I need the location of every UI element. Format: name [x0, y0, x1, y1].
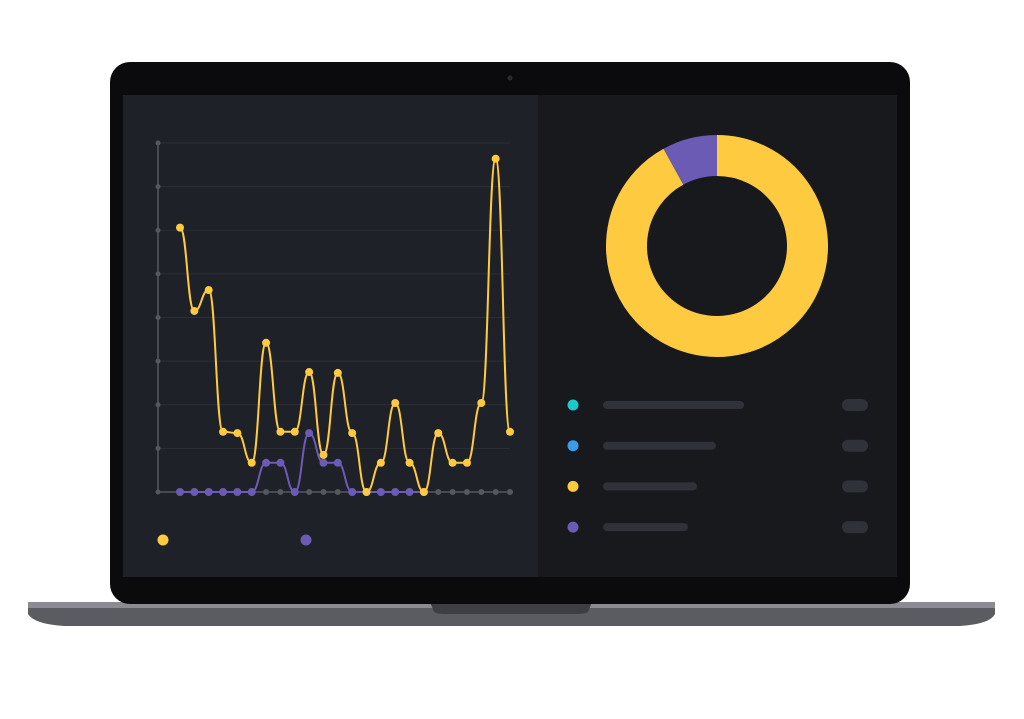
data-point	[233, 429, 242, 438]
donut-slice	[606, 135, 828, 357]
data-point	[434, 429, 443, 438]
x-tick-dot	[449, 489, 456, 495]
legend-dot	[567, 521, 579, 533]
screen-bottom	[123, 577, 897, 587]
data-point	[276, 427, 285, 436]
data-point	[391, 488, 400, 496]
data-point	[333, 458, 342, 467]
camera	[507, 75, 513, 81]
laptop-notch	[430, 602, 592, 614]
legend-value-pill	[842, 439, 868, 452]
data-point	[462, 458, 471, 467]
data-point	[262, 338, 271, 347]
data-point	[362, 488, 371, 496]
data-point	[305, 429, 314, 438]
data-point	[405, 458, 414, 467]
data-point	[290, 427, 299, 436]
x-tick-dot	[463, 489, 470, 495]
data-point	[376, 458, 385, 467]
data-point	[219, 427, 228, 436]
data-point	[247, 458, 256, 467]
left-panel	[123, 95, 538, 577]
data-point	[190, 488, 199, 496]
legend-dot	[567, 399, 579, 411]
data-point	[305, 368, 314, 377]
legend-placeholder	[603, 401, 744, 409]
data-point	[506, 427, 514, 436]
data-point	[176, 488, 184, 496]
data-point	[262, 458, 271, 467]
data-point	[419, 488, 428, 496]
x-tick-dot	[277, 489, 284, 495]
legend-placeholder	[603, 441, 716, 450]
data-point	[348, 488, 357, 496]
donut-slice	[663, 135, 718, 186]
legend-marker	[300, 534, 312, 546]
data-point	[319, 450, 328, 459]
legend-dot	[567, 480, 579, 492]
legend-dot	[567, 440, 579, 452]
data-point	[233, 488, 242, 496]
legend-placeholder	[603, 523, 688, 532]
legend-value-pill	[842, 399, 868, 411]
data-point	[276, 458, 285, 467]
data-point	[219, 488, 228, 496]
line-chart	[155, 140, 514, 546]
legend-marker	[157, 534, 169, 546]
legend-value-pill	[842, 521, 868, 534]
donut-chart	[567, 135, 868, 534]
data-point	[290, 488, 299, 496]
data-point	[448, 458, 457, 467]
x-tick-dot	[263, 489, 270, 495]
x-tick-dot	[507, 489, 513, 495]
x-tick-dot	[306, 489, 313, 495]
data-point	[376, 488, 385, 496]
x-tick-dot	[320, 489, 327, 495]
legend-placeholder	[603, 482, 697, 491]
data-point	[204, 286, 213, 295]
data-point	[204, 488, 213, 496]
data-point	[247, 488, 256, 496]
x-tick-dot	[478, 489, 485, 495]
data-point	[405, 488, 414, 496]
data-point	[333, 368, 342, 377]
x-tick-dot	[492, 489, 499, 495]
data-point	[491, 154, 500, 163]
data-point	[190, 306, 199, 315]
data-point	[319, 458, 328, 467]
data-point	[477, 399, 486, 408]
x-tick-dot	[435, 489, 442, 495]
x-tick-dot	[334, 489, 341, 495]
data-point	[391, 399, 400, 408]
data-point	[348, 429, 357, 438]
data-point	[176, 223, 184, 232]
legend-value-pill	[842, 480, 868, 493]
